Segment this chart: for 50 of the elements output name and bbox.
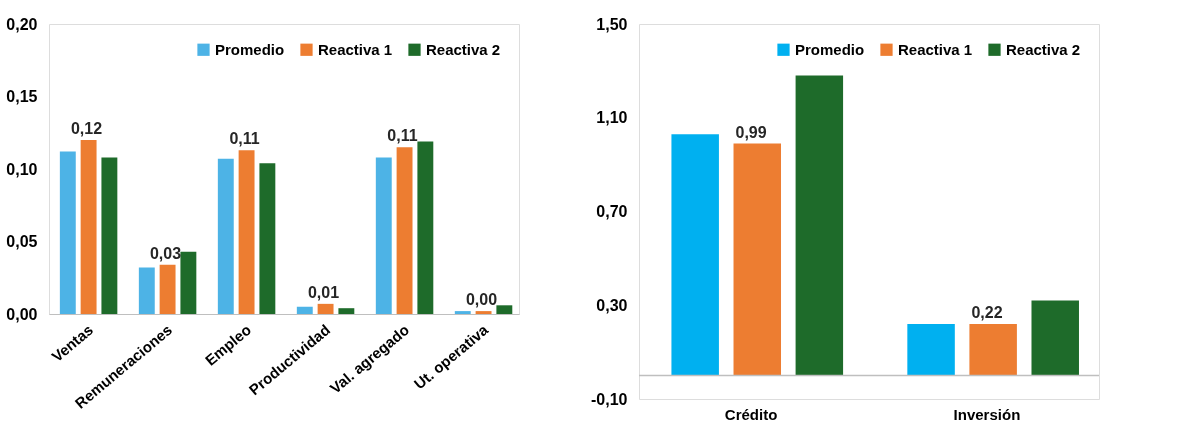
x-tick-label: Crédito — [724, 405, 778, 423]
x-tick-label: Inversión — [953, 405, 1021, 423]
legend-label: Promedio — [795, 40, 865, 58]
bar — [454, 311, 471, 314]
bar — [733, 143, 781, 376]
bar — [1031, 300, 1079, 376]
bar — [496, 305, 513, 314]
legend-label: Reactiva 2 — [1006, 40, 1081, 58]
bar — [907, 324, 955, 376]
y-tick-label: 0,70 — [596, 203, 628, 220]
bar — [317, 303, 334, 314]
y-tick-label: 0,15 — [6, 88, 38, 105]
bar — [475, 311, 492, 314]
y-tick-label: 0,05 — [6, 233, 38, 250]
bar — [396, 147, 413, 314]
bar — [296, 306, 313, 314]
y-tick-label: 0,30 — [596, 296, 628, 314]
data-label: 0,00 — [465, 291, 498, 309]
bar — [671, 134, 719, 376]
bar — [159, 264, 176, 314]
y-tick-label: 0,10 — [6, 160, 38, 178]
legend-label: Promedio — [215, 40, 285, 58]
data-label: 0,11 — [229, 130, 260, 148]
bar — [138, 267, 155, 314]
bar — [417, 141, 434, 314]
y-tick-label: -0,10 — [591, 390, 628, 408]
y-tick-label: 0,00 — [6, 305, 38, 323]
bar — [217, 158, 234, 314]
y-tick-label: 1,50 — [596, 15, 628, 33]
legend-label: Reactiva 1 — [898, 40, 973, 58]
y-tick-label: 0,20 — [6, 15, 38, 33]
legend-label: Reactiva 1 — [318, 40, 393, 58]
bar — [180, 251, 197, 314]
data-label: 0,22 — [971, 304, 1003, 321]
bar — [238, 150, 255, 314]
data-label: 0,01 — [307, 283, 340, 301]
bar — [795, 75, 844, 376]
bar — [375, 157, 392, 314]
data-label: 0,12 — [70, 120, 103, 137]
bar — [101, 157, 118, 314]
bar — [338, 308, 355, 314]
data-label: 0,03 — [149, 244, 182, 262]
y-tick-label: 1,10 — [596, 109, 628, 127]
bar — [259, 163, 276, 314]
bar — [59, 151, 76, 314]
data-label: 0,99 — [735, 123, 767, 141]
data-label: 0,11 — [387, 127, 418, 145]
bar — [969, 324, 1017, 376]
bar — [80, 140, 97, 314]
legend-label: Reactiva 2 — [426, 40, 501, 58]
